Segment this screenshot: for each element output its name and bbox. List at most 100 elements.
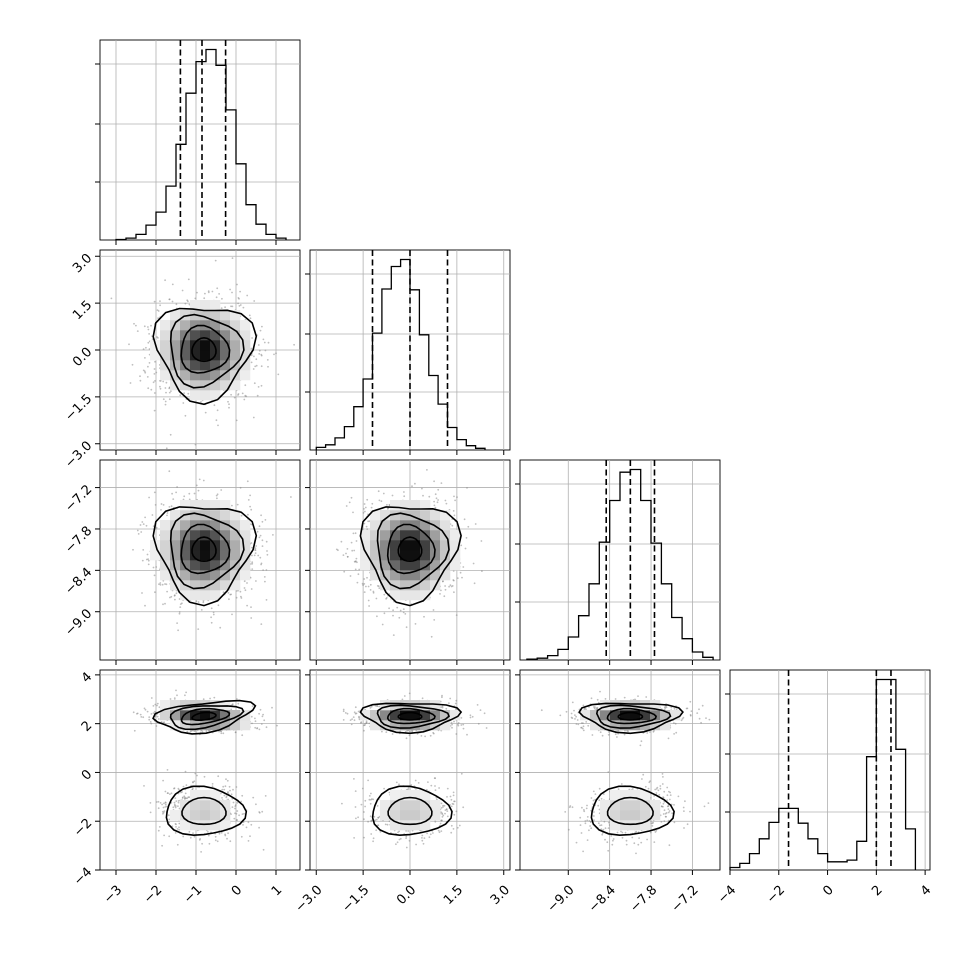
- density-cell: [400, 510, 411, 521]
- scatter-point: [152, 566, 155, 569]
- scatter-point: [255, 803, 257, 806]
- scatter-point: [231, 613, 233, 616]
- scatter-point: [196, 291, 198, 294]
- scatter-point: [378, 499, 381, 502]
- density-cell: [170, 520, 181, 531]
- density-cell: [440, 570, 451, 581]
- scatter-point: [234, 807, 236, 810]
- density-cell: [360, 530, 371, 541]
- scatter-point: [261, 520, 264, 523]
- scatter-point: [265, 540, 268, 543]
- density-cell: [440, 560, 451, 571]
- scatter-point: [258, 536, 261, 539]
- density-cell: [230, 380, 241, 391]
- scatter-point: [194, 443, 197, 446]
- scatter-point: [212, 611, 215, 614]
- scatter-point: [168, 506, 171, 508]
- scatter-point: [467, 525, 470, 528]
- scatter-point: [267, 365, 269, 368]
- density-cell: [170, 370, 181, 381]
- scatter-point: [144, 604, 146, 607]
- density-cell: [170, 570, 181, 581]
- scatter-point: [219, 626, 222, 629]
- density-cell: [240, 560, 251, 571]
- scatter-point: [237, 393, 240, 395]
- density-cell: [380, 530, 391, 541]
- scatter-point: [363, 591, 366, 593]
- scatter-point: [136, 529, 139, 532]
- scatter-point: [399, 609, 402, 612]
- density-cell: [180, 320, 191, 331]
- density-cell: [220, 370, 231, 381]
- density-cell: [210, 360, 221, 371]
- scatter-point: [176, 843, 179, 846]
- scatter-point: [472, 562, 475, 565]
- density-cell: [180, 370, 191, 381]
- scatter-point: [375, 597, 378, 600]
- scatter-point: [480, 540, 483, 542]
- density-cell: [380, 580, 391, 591]
- scatter-point: [147, 328, 150, 331]
- scatter-point: [168, 470, 171, 473]
- scatter-point: [448, 585, 450, 588]
- scatter-point: [152, 381, 155, 384]
- scatter-point: [110, 297, 113, 300]
- scatter-point: [342, 554, 345, 556]
- density-cell: [400, 580, 411, 591]
- scatter-point: [349, 575, 352, 577]
- scatter-point: [453, 514, 456, 517]
- scatter-point: [142, 369, 145, 372]
- scatter-point: [451, 524, 454, 527]
- density-cell: [440, 510, 451, 521]
- scatter-point: [260, 563, 262, 566]
- contour-line: [191, 336, 217, 363]
- panel-density: [110, 257, 295, 450]
- scatter-point: [146, 710, 149, 713]
- scatter-point: [261, 810, 264, 813]
- density-cell: [390, 550, 401, 561]
- density-cell: [380, 550, 391, 561]
- scatter-point: [255, 364, 258, 367]
- scatter-point: [164, 279, 167, 282]
- scatter-point: [414, 482, 416, 485]
- scatter-point: [213, 696, 216, 699]
- scatter-point: [178, 611, 181, 613]
- scatter-point: [162, 380, 165, 383]
- scatter-point: [386, 504, 388, 506]
- scatter-point: [214, 259, 217, 262]
- scatter-point: [164, 387, 167, 389]
- scatter-point: [200, 609, 203, 611]
- scatter-point: [392, 609, 394, 612]
- scatter-point: [433, 480, 435, 483]
- scatter-point: [251, 722, 253, 725]
- scatter-point: [225, 778, 227, 781]
- scatter-point: [145, 558, 148, 561]
- scatter-point: [253, 382, 256, 385]
- scatter-point: [263, 341, 266, 344]
- scatter-point: [230, 393, 233, 396]
- scatter-point: [175, 491, 178, 494]
- scatter-point: [202, 479, 205, 482]
- scatter-point: [392, 614, 394, 617]
- scatter-point: [136, 330, 139, 332]
- scatter-point: [150, 324, 152, 327]
- scatter-point: [148, 333, 151, 335]
- scatter-point: [155, 526, 158, 529]
- scatter-point: [218, 293, 221, 295]
- scatter-point: [159, 582, 162, 584]
- density-cell: [190, 390, 201, 401]
- density-cell: [170, 340, 181, 351]
- density-cell: [430, 530, 441, 541]
- scatter-point: [220, 307, 223, 309]
- density-cell: [200, 370, 211, 381]
- scatter-point: [433, 504, 436, 507]
- scatter-point: [355, 557, 358, 560]
- density-cell: [430, 540, 441, 551]
- density-cell: [230, 530, 241, 541]
- scatter-point: [260, 384, 263, 387]
- density-cell: [420, 580, 431, 591]
- scatter-point: [198, 478, 201, 481]
- scatter-point: [214, 835, 217, 838]
- scatter-point: [251, 546, 253, 549]
- density-cell: [170, 310, 181, 321]
